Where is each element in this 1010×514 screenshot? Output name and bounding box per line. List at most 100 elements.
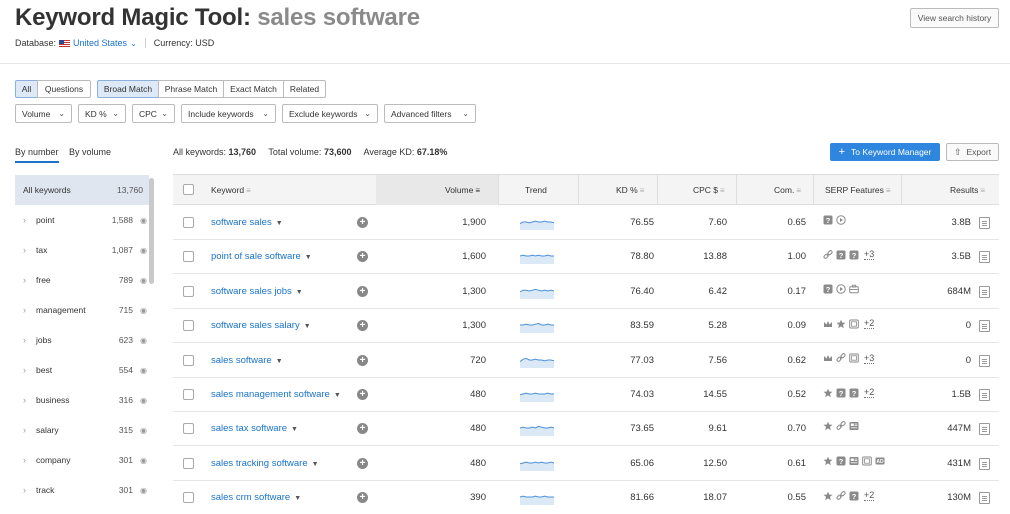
sidebar-item-salary[interactable]: › salary 315 ◉	[15, 415, 149, 445]
sidebar-item-point[interactable]: › point 1,588 ◉	[15, 205, 149, 235]
serp-results-icon[interactable]	[979, 251, 990, 264]
add-to-list-icon[interactable]: +	[357, 285, 368, 297]
filter-related[interactable]: Related	[283, 80, 326, 98]
row-checkbox[interactable]	[183, 423, 194, 435]
row-checkbox[interactable]	[183, 285, 194, 297]
eye-icon[interactable]: ◉	[140, 395, 147, 405]
eye-icon[interactable]: ◉	[140, 335, 147, 345]
serp-results-icon[interactable]	[979, 217, 990, 229]
keyword-link[interactable]: sales tax software ▼	[211, 423, 298, 435]
serp-more-link[interactable]: +2	[864, 490, 875, 502]
include-keywords-dropdown[interactable]: Include keywords ⌄	[181, 104, 276, 123]
caret-down-icon[interactable]: ▼	[304, 254, 312, 262]
row-checkbox[interactable]	[183, 251, 194, 263]
serp-results-icon[interactable]	[979, 285, 990, 298]
filter-all[interactable]: All	[15, 80, 38, 98]
keyword-link[interactable]: sales software ▼	[211, 354, 283, 366]
view-search-history-button[interactable]: View search history	[910, 8, 999, 28]
filter-broad-match[interactable]: Broad Match	[97, 80, 159, 98]
serp-results-icon[interactable]	[979, 492, 990, 505]
eye-icon[interactable]: ◉	[140, 485, 147, 495]
to-keyword-manager-button[interactable]: + To Keyword Manager	[830, 143, 940, 161]
caret-down-icon[interactable]: ▼	[311, 460, 319, 468]
caret-down-icon[interactable]: ▼	[275, 220, 283, 227]
tab-by-volume[interactable]: By volume	[69, 147, 112, 157]
keyword-link[interactable]: sales crm software ▼	[211, 492, 302, 504]
add-to-list-icon[interactable]: +	[357, 354, 368, 366]
chevron-down-icon[interactable]: ⌄	[130, 38, 137, 48]
row-checkbox[interactable]	[183, 492, 194, 504]
exclude-keywords-dropdown[interactable]: Exclude keywords ⌄	[282, 104, 378, 123]
add-to-list-icon[interactable]: +	[357, 320, 368, 332]
eye-icon[interactable]: ◉	[140, 425, 147, 435]
volume-dropdown[interactable]: Volume ⌄	[15, 104, 72, 123]
row-checkbox[interactable]	[183, 389, 194, 400]
caret-down-icon[interactable]: ▼	[333, 392, 341, 399]
sidebar-item-company[interactable]: › company 301 ◉	[15, 445, 149, 475]
serp-results-icon[interactable]	[979, 320, 990, 333]
database-selector[interactable]: United States	[73, 38, 128, 48]
tab-by-number[interactable]: By number	[15, 147, 59, 163]
sidebar-scrollbar[interactable]	[149, 178, 154, 284]
serp-results-icon[interactable]	[979, 457, 990, 470]
eye-icon[interactable]: ◉	[140, 275, 147, 285]
advanced-filters-dropdown[interactable]: Advanced filters ⌄	[384, 104, 476, 123]
serp-more-link[interactable]: +2	[864, 318, 875, 330]
row-checkbox[interactable]	[183, 354, 194, 366]
col-keyword[interactable]: Keyword ≡	[211, 185, 251, 195]
add-to-list-icon[interactable]: +	[357, 251, 368, 263]
serp-more-link[interactable]: +3	[864, 249, 875, 261]
add-to-list-icon[interactable]: +	[357, 389, 368, 400]
eye-icon[interactable]: ◉	[140, 215, 147, 225]
col-kd[interactable]: KD % ≡	[616, 185, 645, 195]
add-to-list-icon[interactable]: +	[357, 492, 368, 504]
filter-questions[interactable]: Questions	[37, 80, 91, 98]
filter-exact-match[interactable]: Exact Match	[223, 80, 284, 98]
eye-icon[interactable]: ◉	[140, 365, 147, 375]
col-volume[interactable]: Volume ≡	[445, 185, 481, 195]
caret-down-icon[interactable]: ▼	[295, 288, 303, 296]
serp-results-icon[interactable]	[979, 389, 990, 401]
serp-more-link[interactable]: +2	[864, 387, 875, 398]
keyword-link[interactable]: sales tracking software ▼	[211, 457, 319, 469]
keyword-link[interactable]: software sales jobs ▼	[211, 285, 303, 297]
eye-icon[interactable]: ◉	[140, 455, 147, 465]
col-results[interactable]: Results ≡	[950, 185, 986, 195]
eye-icon[interactable]: ◉	[140, 305, 147, 315]
sidebar-item-jobs[interactable]: › jobs 623 ◉	[15, 325, 149, 355]
add-to-list-icon[interactable]: +	[357, 457, 368, 469]
serp-more-link[interactable]: +3	[864, 352, 875, 364]
sidebar-item-all-keywords[interactable]: All keywords 13,760	[15, 175, 149, 205]
sidebar-item-tax[interactable]: › tax 1,087 ◉	[15, 235, 149, 265]
sidebar-item-management[interactable]: › management 715 ◉	[15, 295, 149, 325]
keyword-link[interactable]: software sales ▼	[211, 217, 283, 228]
select-all-checkbox[interactable]	[183, 184, 194, 195]
caret-down-icon[interactable]: ▼	[275, 357, 283, 365]
sidebar-item-business[interactable]: › business 316 ◉	[15, 385, 149, 415]
caret-down-icon[interactable]: ▼	[294, 495, 302, 503]
add-to-list-icon[interactable]: +	[357, 423, 368, 435]
col-serp-features[interactable]: SERP Features ≡	[825, 185, 891, 195]
col-cpc[interactable]: CPC $ ≡	[693, 185, 725, 195]
caret-down-icon[interactable]: ▼	[291, 426, 298, 434]
sidebar-item-track[interactable]: › track 301 ◉	[15, 475, 149, 505]
add-to-list-icon[interactable]: +	[357, 217, 368, 228]
filter-phrase-match[interactable]: Phrase Match	[158, 80, 224, 98]
keyword-link[interactable]: point of sale software ▼	[211, 251, 312, 263]
row-checkbox[interactable]	[183, 320, 194, 332]
cpc-dropdown[interactable]: CPC ⌄	[132, 104, 175, 123]
sidebar-item-best[interactable]: › best 554 ◉	[15, 355, 149, 385]
sidebar-item-free[interactable]: › free 789 ◉	[15, 265, 149, 295]
serp-results-icon[interactable]	[979, 354, 990, 367]
keyword-link[interactable]: software sales salary ▼	[211, 320, 311, 332]
caret-down-icon[interactable]: ▼	[303, 323, 311, 331]
col-competition[interactable]: Com. ≡	[774, 185, 801, 195]
trend-sparkline	[520, 317, 554, 335]
kd-dropdown[interactable]: KD % ⌄	[78, 104, 126, 123]
eye-icon[interactable]: ◉	[140, 245, 147, 255]
row-checkbox[interactable]	[183, 457, 194, 469]
row-checkbox[interactable]	[183, 217, 194, 228]
serp-results-icon[interactable]	[979, 423, 990, 436]
keyword-link[interactable]: sales management software ▼	[211, 389, 341, 400]
export-button[interactable]: ⇧ Export	[946, 143, 999, 161]
